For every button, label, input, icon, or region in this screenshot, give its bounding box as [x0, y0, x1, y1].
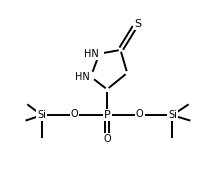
Text: Si: Si: [37, 110, 46, 120]
Text: O: O: [71, 109, 78, 119]
Text: S: S: [134, 19, 141, 29]
Text: O: O: [103, 134, 111, 144]
Text: Si: Si: [168, 110, 177, 120]
Text: P: P: [104, 110, 110, 120]
Text: HN: HN: [75, 72, 90, 82]
Text: HN: HN: [84, 49, 98, 59]
Text: O: O: [136, 109, 143, 119]
